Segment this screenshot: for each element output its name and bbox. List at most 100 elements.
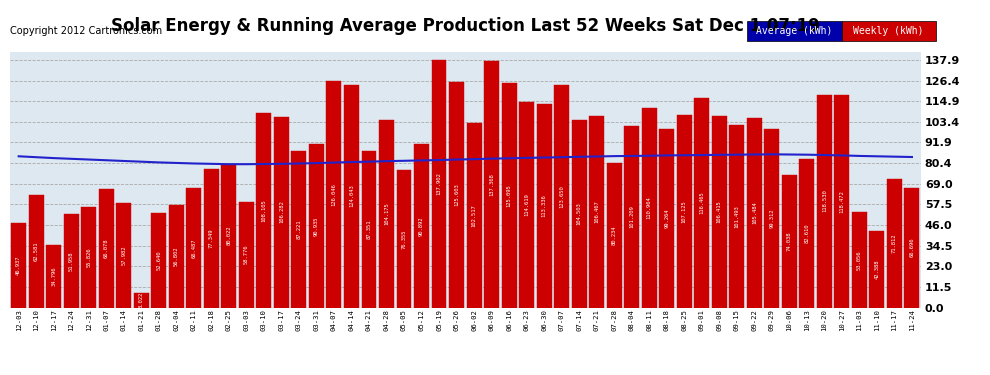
Bar: [256, 113, 271, 308]
Text: 8.022: 8.022: [139, 292, 144, 308]
Bar: [99, 189, 114, 308]
Text: 114.619: 114.619: [524, 193, 529, 216]
Bar: [186, 188, 201, 308]
Text: 80.022: 80.022: [227, 226, 232, 245]
Bar: [869, 231, 884, 308]
Bar: [519, 102, 534, 308]
Text: 113.336: 113.336: [542, 194, 546, 217]
Text: 53.056: 53.056: [857, 250, 862, 270]
Bar: [11, 223, 26, 308]
Text: 101.493: 101.493: [735, 205, 740, 228]
Text: 90.935: 90.935: [314, 216, 319, 236]
Bar: [204, 169, 219, 308]
Bar: [712, 116, 727, 308]
Bar: [589, 116, 604, 308]
Bar: [905, 188, 920, 308]
Bar: [47, 245, 61, 308]
Text: 126.046: 126.046: [332, 183, 337, 206]
Bar: [782, 174, 797, 308]
Text: 118.530: 118.530: [822, 190, 827, 213]
Bar: [449, 82, 464, 308]
Bar: [222, 164, 237, 308]
Text: 66.078: 66.078: [104, 238, 109, 258]
Text: 101.209: 101.209: [630, 205, 635, 228]
Text: 102.517: 102.517: [471, 204, 476, 227]
Text: 118.472: 118.472: [840, 190, 844, 213]
Bar: [571, 120, 587, 308]
Text: 82.610: 82.610: [804, 224, 810, 243]
Bar: [607, 164, 622, 308]
Bar: [694, 98, 709, 308]
Bar: [291, 151, 306, 308]
Text: 108.105: 108.105: [261, 199, 266, 222]
Bar: [344, 85, 359, 308]
Bar: [169, 206, 184, 308]
Text: 99.312: 99.312: [769, 209, 774, 228]
Bar: [677, 115, 692, 308]
Bar: [730, 125, 744, 308]
Text: 106.282: 106.282: [279, 201, 284, 223]
Text: 107.125: 107.125: [682, 200, 687, 223]
Bar: [309, 144, 324, 308]
Text: 104.503: 104.503: [576, 202, 582, 225]
Bar: [835, 95, 849, 308]
Text: Weekly (kWh): Weekly (kWh): [853, 26, 924, 36]
Bar: [537, 104, 551, 308]
Bar: [746, 118, 761, 308]
Text: 62.581: 62.581: [34, 242, 39, 261]
Bar: [134, 293, 148, 308]
Bar: [852, 212, 867, 308]
Bar: [642, 108, 656, 307]
Bar: [81, 207, 96, 308]
Text: 80.234: 80.234: [612, 226, 617, 245]
Text: 87.351: 87.351: [366, 219, 371, 239]
Text: 71.812: 71.812: [892, 233, 897, 253]
Text: 66.487: 66.487: [191, 238, 196, 258]
Bar: [274, 117, 289, 308]
Bar: [554, 86, 569, 308]
Bar: [327, 81, 342, 308]
Text: 99.264: 99.264: [664, 209, 669, 228]
Bar: [799, 159, 815, 308]
Text: 137.902: 137.902: [437, 172, 442, 195]
Text: 74.038: 74.038: [787, 231, 792, 251]
Text: 104.175: 104.175: [384, 202, 389, 225]
Text: 76.355: 76.355: [402, 229, 407, 249]
Text: 66.696: 66.696: [910, 238, 915, 257]
Bar: [63, 214, 78, 308]
Text: 116.465: 116.465: [699, 192, 704, 214]
Bar: [764, 129, 779, 308]
Bar: [887, 178, 902, 308]
Bar: [502, 83, 517, 308]
Text: 123.650: 123.650: [559, 185, 564, 208]
Text: 52.640: 52.640: [156, 251, 161, 270]
Bar: [361, 151, 376, 308]
Text: Copyright 2012 Cartronics.com: Copyright 2012 Cartronics.com: [10, 26, 162, 36]
Text: 124.043: 124.043: [348, 185, 354, 207]
Text: 58.776: 58.776: [244, 245, 248, 264]
Text: Average (kWh): Average (kWh): [756, 26, 833, 36]
Text: 110.964: 110.964: [646, 196, 651, 219]
Text: 125.603: 125.603: [454, 183, 459, 206]
Text: 55.826: 55.826: [86, 248, 91, 267]
Text: 106.467: 106.467: [594, 201, 599, 223]
Text: 125.095: 125.095: [507, 184, 512, 207]
Text: 42.388: 42.388: [874, 260, 879, 279]
Text: 51.958: 51.958: [68, 251, 73, 271]
Bar: [397, 170, 412, 308]
Text: 57.982: 57.982: [121, 246, 127, 265]
Bar: [432, 60, 446, 308]
Bar: [659, 129, 674, 308]
Text: 46.937: 46.937: [16, 256, 21, 275]
Bar: [29, 195, 44, 308]
Bar: [239, 202, 253, 308]
Text: 90.892: 90.892: [419, 216, 424, 236]
Text: 106.415: 106.415: [717, 201, 722, 223]
Text: 77.349: 77.349: [209, 228, 214, 248]
Bar: [625, 126, 640, 308]
Text: 87.221: 87.221: [296, 219, 301, 239]
Text: 137.368: 137.368: [489, 173, 494, 195]
Text: 105.484: 105.484: [751, 201, 756, 224]
Bar: [414, 144, 429, 308]
Text: 34.796: 34.796: [51, 267, 56, 286]
